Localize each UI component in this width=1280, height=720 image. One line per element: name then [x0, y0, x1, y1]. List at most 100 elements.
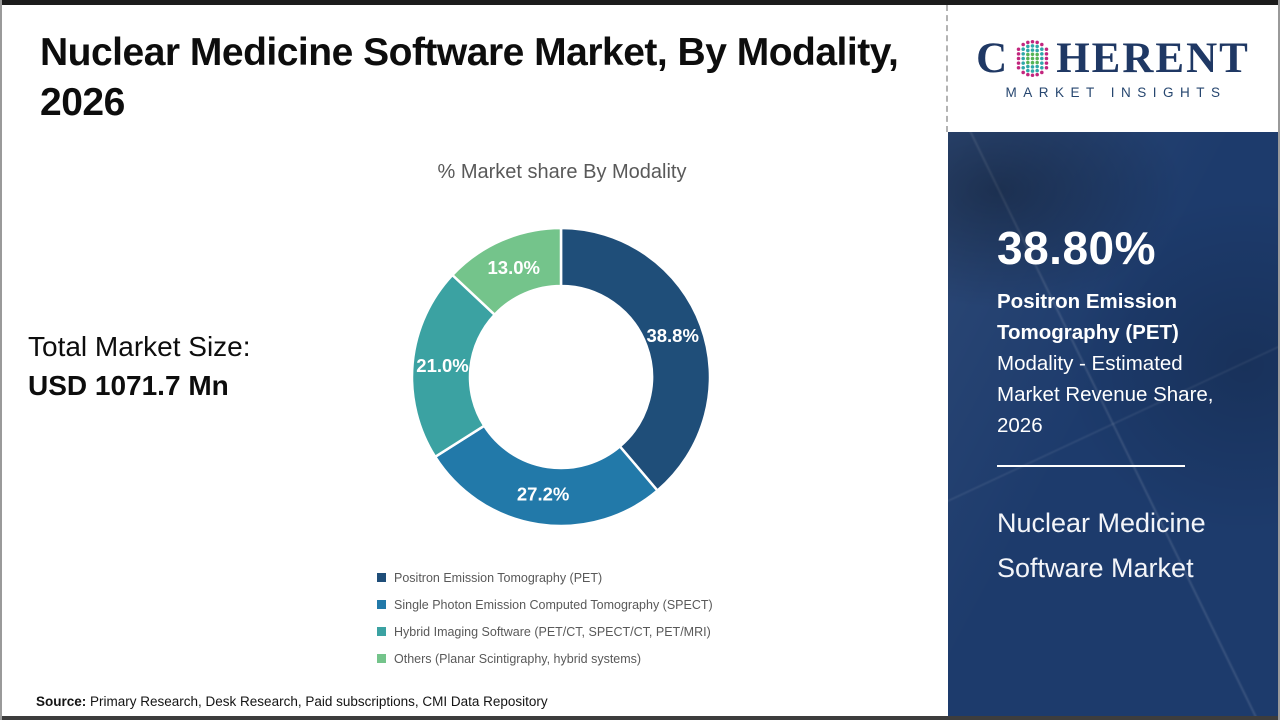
- globe-dot: [1044, 52, 1049, 56]
- donut-slice: [559, 226, 712, 492]
- globe-dot: [1035, 44, 1040, 49]
- globe-dot: [1040, 42, 1044, 47]
- globe-dot: [1016, 52, 1021, 56]
- sidebar-content: 38.80% Positron Emission Tomography (PET…: [948, 132, 1278, 591]
- globe-dot: [1026, 48, 1030, 53]
- sidebar-panel: 38.80% Positron Emission Tomography (PET…: [948, 132, 1278, 716]
- globe-dot: [1030, 65, 1035, 69]
- slide-left-border: [0, 0, 2, 720]
- globe-dot: [1030, 56, 1035, 61]
- globe-dot: [1016, 66, 1021, 70]
- legend-swatch-icon: [377, 627, 386, 636]
- globe-dot: [1035, 72, 1040, 77]
- globe-dot: [1026, 40, 1030, 45]
- globe-dot: [1021, 66, 1026, 70]
- slide-right-border: [1278, 0, 1280, 720]
- chart-subtitle: % Market share By Modality: [437, 161, 687, 183]
- logo-letter-c: C: [976, 35, 1010, 82]
- globe-dot: [1030, 73, 1035, 78]
- globe-dot: [1030, 69, 1035, 73]
- sidebar: C HERENT MARKET INSIGHTS 38.80% Positron…: [948, 5, 1278, 716]
- globe-dot: [1021, 56, 1026, 61]
- globe-icon: [1016, 39, 1049, 78]
- donut-slice: [451, 226, 563, 316]
- page-title-line2: 2026: [40, 81, 125, 124]
- globe-dot: [1026, 64, 1030, 69]
- logo-subtext: MARKET INSIGHTS: [1005, 85, 1227, 100]
- legend-swatch-icon: [377, 573, 386, 582]
- globe-dot: [1030, 44, 1035, 48]
- total-market-size-label: Total Market Size:: [28, 331, 251, 362]
- coherent-logo: C HERENT MARKET INSIGHTS: [948, 5, 1278, 132]
- logo-letters-herent: HERENT: [1056, 35, 1250, 82]
- globe-dot: [1040, 52, 1044, 56]
- source-text: Primary Research, Desk Research, Paid su…: [86, 694, 548, 709]
- highlight-percentage: 38.80%: [997, 222, 1157, 274]
- globe-dot: [1021, 61, 1026, 65]
- globe-dot: [1030, 48, 1035, 52]
- legend-label: Single Photon Emission Computed Tomograp…: [394, 597, 713, 612]
- page-title: Nuclear Medicine Software Market, By Mod…: [40, 28, 940, 128]
- source-label: Source:: [36, 694, 87, 709]
- legend-label: Hybrid Imaging Software (PET/CT, SPECT/C…: [394, 624, 711, 639]
- legend-label: Positron Emission Tomography (PET): [394, 570, 603, 585]
- globe-dot: [1040, 70, 1044, 75]
- legend-item: Others (Planar Scintigraphy, hybrid syst…: [377, 645, 713, 672]
- donut-slice: [433, 424, 659, 528]
- globe-dot: [1040, 66, 1044, 70]
- donut-slice-label: 21.0%: [416, 355, 468, 376]
- donut-slice-label: 13.0%: [488, 257, 540, 278]
- slide-bottom-border: [0, 716, 1280, 720]
- globe-dot: [1030, 60, 1035, 65]
- globe-dot: [1021, 70, 1026, 75]
- globe-dot: [1035, 68, 1040, 73]
- globe-dot: [1021, 42, 1026, 47]
- globe-dot: [1026, 52, 1030, 57]
- legend-swatch-icon: [377, 600, 386, 609]
- globe-dot: [1040, 56, 1044, 61]
- slide-top-border: [0, 0, 1280, 5]
- globe-dot: [1026, 72, 1030, 77]
- sidebar-rule: [997, 465, 1185, 467]
- highlight-modality: Positron Emission Tomography (PET): [997, 290, 1179, 344]
- globe-dot: [1035, 60, 1040, 65]
- globe-dot: [1035, 64, 1040, 69]
- globe-dot: [1026, 68, 1030, 73]
- globe-dot: [1035, 52, 1040, 57]
- sidebar-divider: [946, 5, 948, 132]
- globe-dot: [1026, 60, 1030, 65]
- total-market-size-value: USD 1071.7 Mn: [28, 370, 229, 401]
- globe-dot: [1044, 56, 1049, 61]
- globe-dot: [1044, 66, 1049, 70]
- globe-dot: [1016, 61, 1021, 65]
- legend-swatch-icon: [377, 654, 386, 663]
- globe-dot: [1040, 47, 1044, 51]
- legend-item: Single Photon Emission Computed Tomograp…: [377, 591, 713, 618]
- globe-dot: [1016, 56, 1021, 61]
- globe-dot: [1030, 52, 1035, 57]
- legend-item: Positron Emission Tomography (PET): [377, 564, 713, 591]
- globe-dot: [1044, 61, 1049, 65]
- globe-dot: [1035, 40, 1040, 45]
- highlight-description: Positron Emission Tomography (PET) Modal…: [997, 286, 1221, 441]
- sidebar-market-name: Nuclear Medicine Software Market: [997, 508, 1206, 583]
- globe-dot: [1026, 56, 1030, 61]
- globe-dot: [1030, 39, 1035, 44]
- globe-dot: [1044, 47, 1049, 51]
- highlight-rest: Modality - Estimated Market Revenue Shar…: [997, 352, 1214, 437]
- globe-dot: [1021, 47, 1026, 51]
- page-title-line1: Nuclear Medicine Software Market, By Mod…: [40, 31, 899, 74]
- legend-label: Others (Planar Scintigraphy, hybrid syst…: [394, 651, 642, 666]
- logo-wordmark: C HERENT: [976, 37, 1250, 80]
- donut-chart: 38.8% 27.2% 21.0% 13.0%: [410, 226, 712, 528]
- globe-dot: [1040, 61, 1044, 65]
- globe-dot: [1021, 52, 1026, 56]
- source-note: Source: Primary Research, Desk Research,…: [36, 694, 548, 709]
- globe-dot: [1016, 47, 1021, 51]
- donut-slice-label: 27.2%: [517, 484, 569, 505]
- chart-legend: Positron Emission Tomography (PET) Single…: [377, 564, 713, 672]
- total-market-size: Total Market Size: USD 1071.7 Mn: [28, 327, 251, 405]
- legend-item: Hybrid Imaging Software (PET/CT, SPECT/C…: [377, 618, 713, 645]
- globe-dot: [1035, 48, 1040, 53]
- donut-slice-label: 38.8%: [646, 325, 698, 346]
